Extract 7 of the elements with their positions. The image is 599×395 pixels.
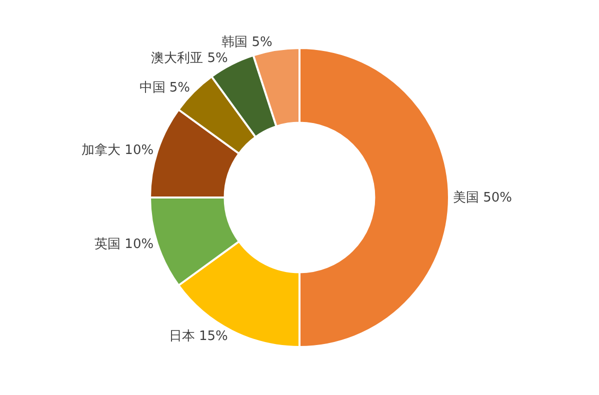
slice-label: 韩国 5% [222, 35, 272, 50]
slice-label: 加拿大 10% [82, 143, 154, 158]
slice-label: 澳大利亚 5% [151, 50, 228, 66]
slice-label: 中国 5% [139, 80, 190, 96]
slice-label: 英国 10% [94, 236, 154, 252]
slice-label: 日本 15% [168, 329, 228, 344]
slice-label: 美国 50% [453, 190, 512, 206]
